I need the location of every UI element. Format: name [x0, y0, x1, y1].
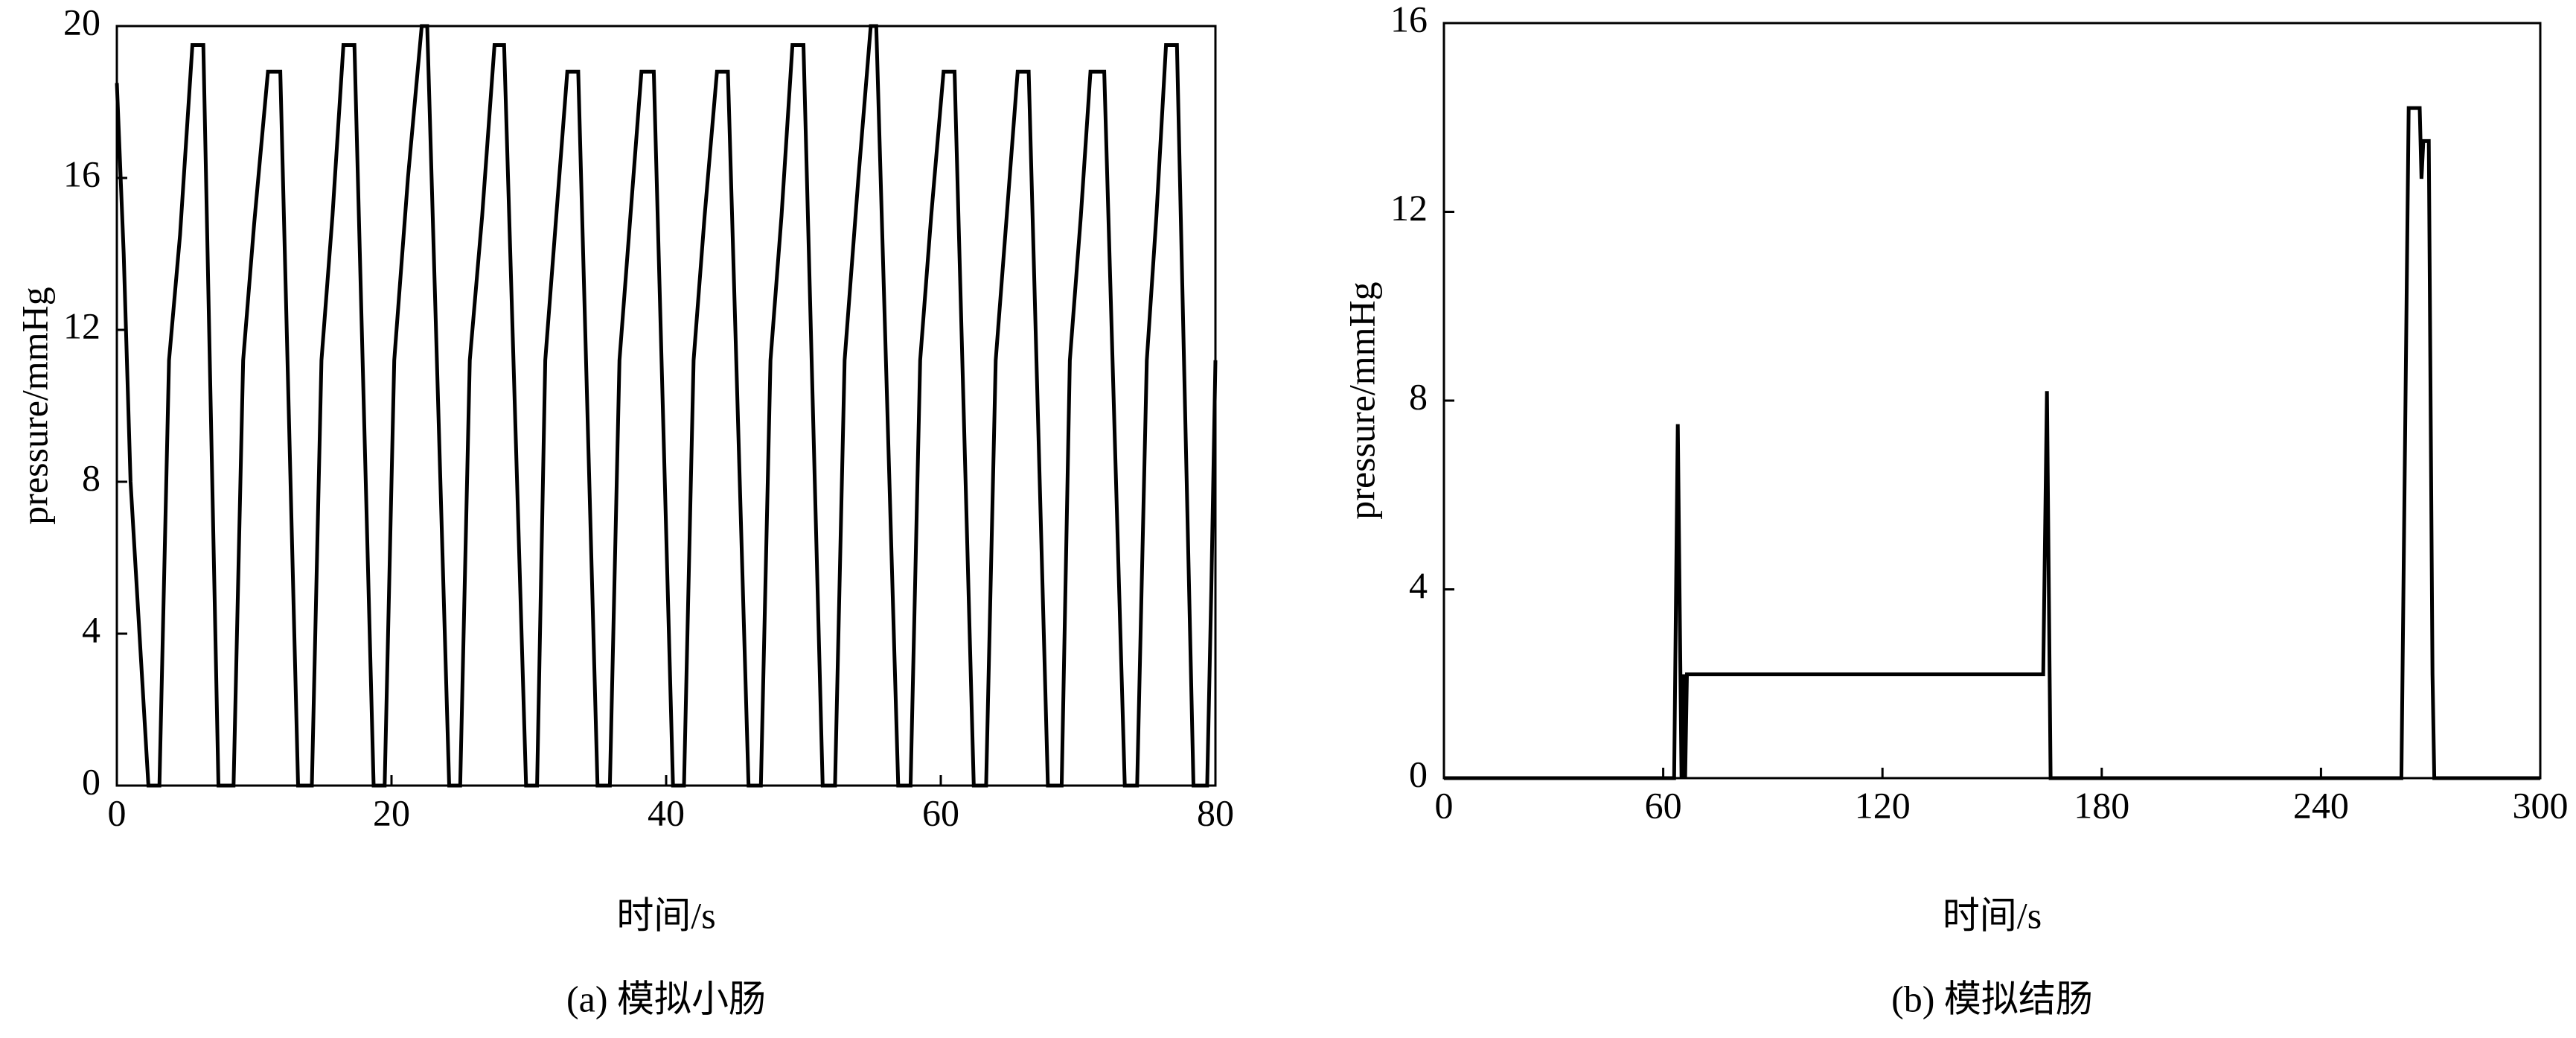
x-axis-label: 时间/s [1943, 894, 2042, 936]
y-tick-label: 8 [82, 456, 100, 498]
x-tick-label: 0 [108, 792, 127, 833]
y-axis-label: pressure/mmHg [13, 287, 55, 524]
x-tick-label: 20 [373, 792, 410, 833]
x-tick-label: 80 [1197, 792, 1234, 833]
x-tick-label: 60 [1645, 784, 1682, 826]
x-axis-label: 时间/s [616, 894, 715, 936]
x-tick-label: 60 [922, 792, 959, 833]
y-tick-label: 4 [1409, 564, 1428, 606]
x-tick-label: 180 [2074, 784, 2129, 826]
data-line [115, 24, 1218, 788]
y-tick-label: 12 [1390, 187, 1428, 229]
y-tick-label: 16 [63, 153, 100, 194]
plot-frame [1442, 22, 2542, 780]
y-tick-label: 16 [1390, 0, 1428, 39]
y-tick-label: 8 [1409, 375, 1428, 417]
x-tick-label: 40 [648, 792, 685, 833]
y-tick-label: 12 [63, 305, 100, 346]
y-tick-label: 20 [63, 1, 100, 42]
y-axis-label: pressure/mmHg [1340, 281, 1382, 519]
x-tick-label: 300 [2513, 784, 2569, 826]
y-tick-label: 0 [82, 760, 100, 802]
caption: (a) 模拟小肠 [566, 978, 766, 1019]
x-tick-label: 240 [2293, 784, 2349, 826]
x-tick-label: 120 [1855, 784, 1911, 826]
y-tick-label: 0 [1409, 753, 1428, 795]
data-line [1444, 106, 2540, 780]
x-tick-label: 0 [1435, 784, 1454, 826]
caption: (b) 模拟结肠 [1891, 978, 2093, 1019]
y-tick-label: 4 [82, 608, 100, 650]
